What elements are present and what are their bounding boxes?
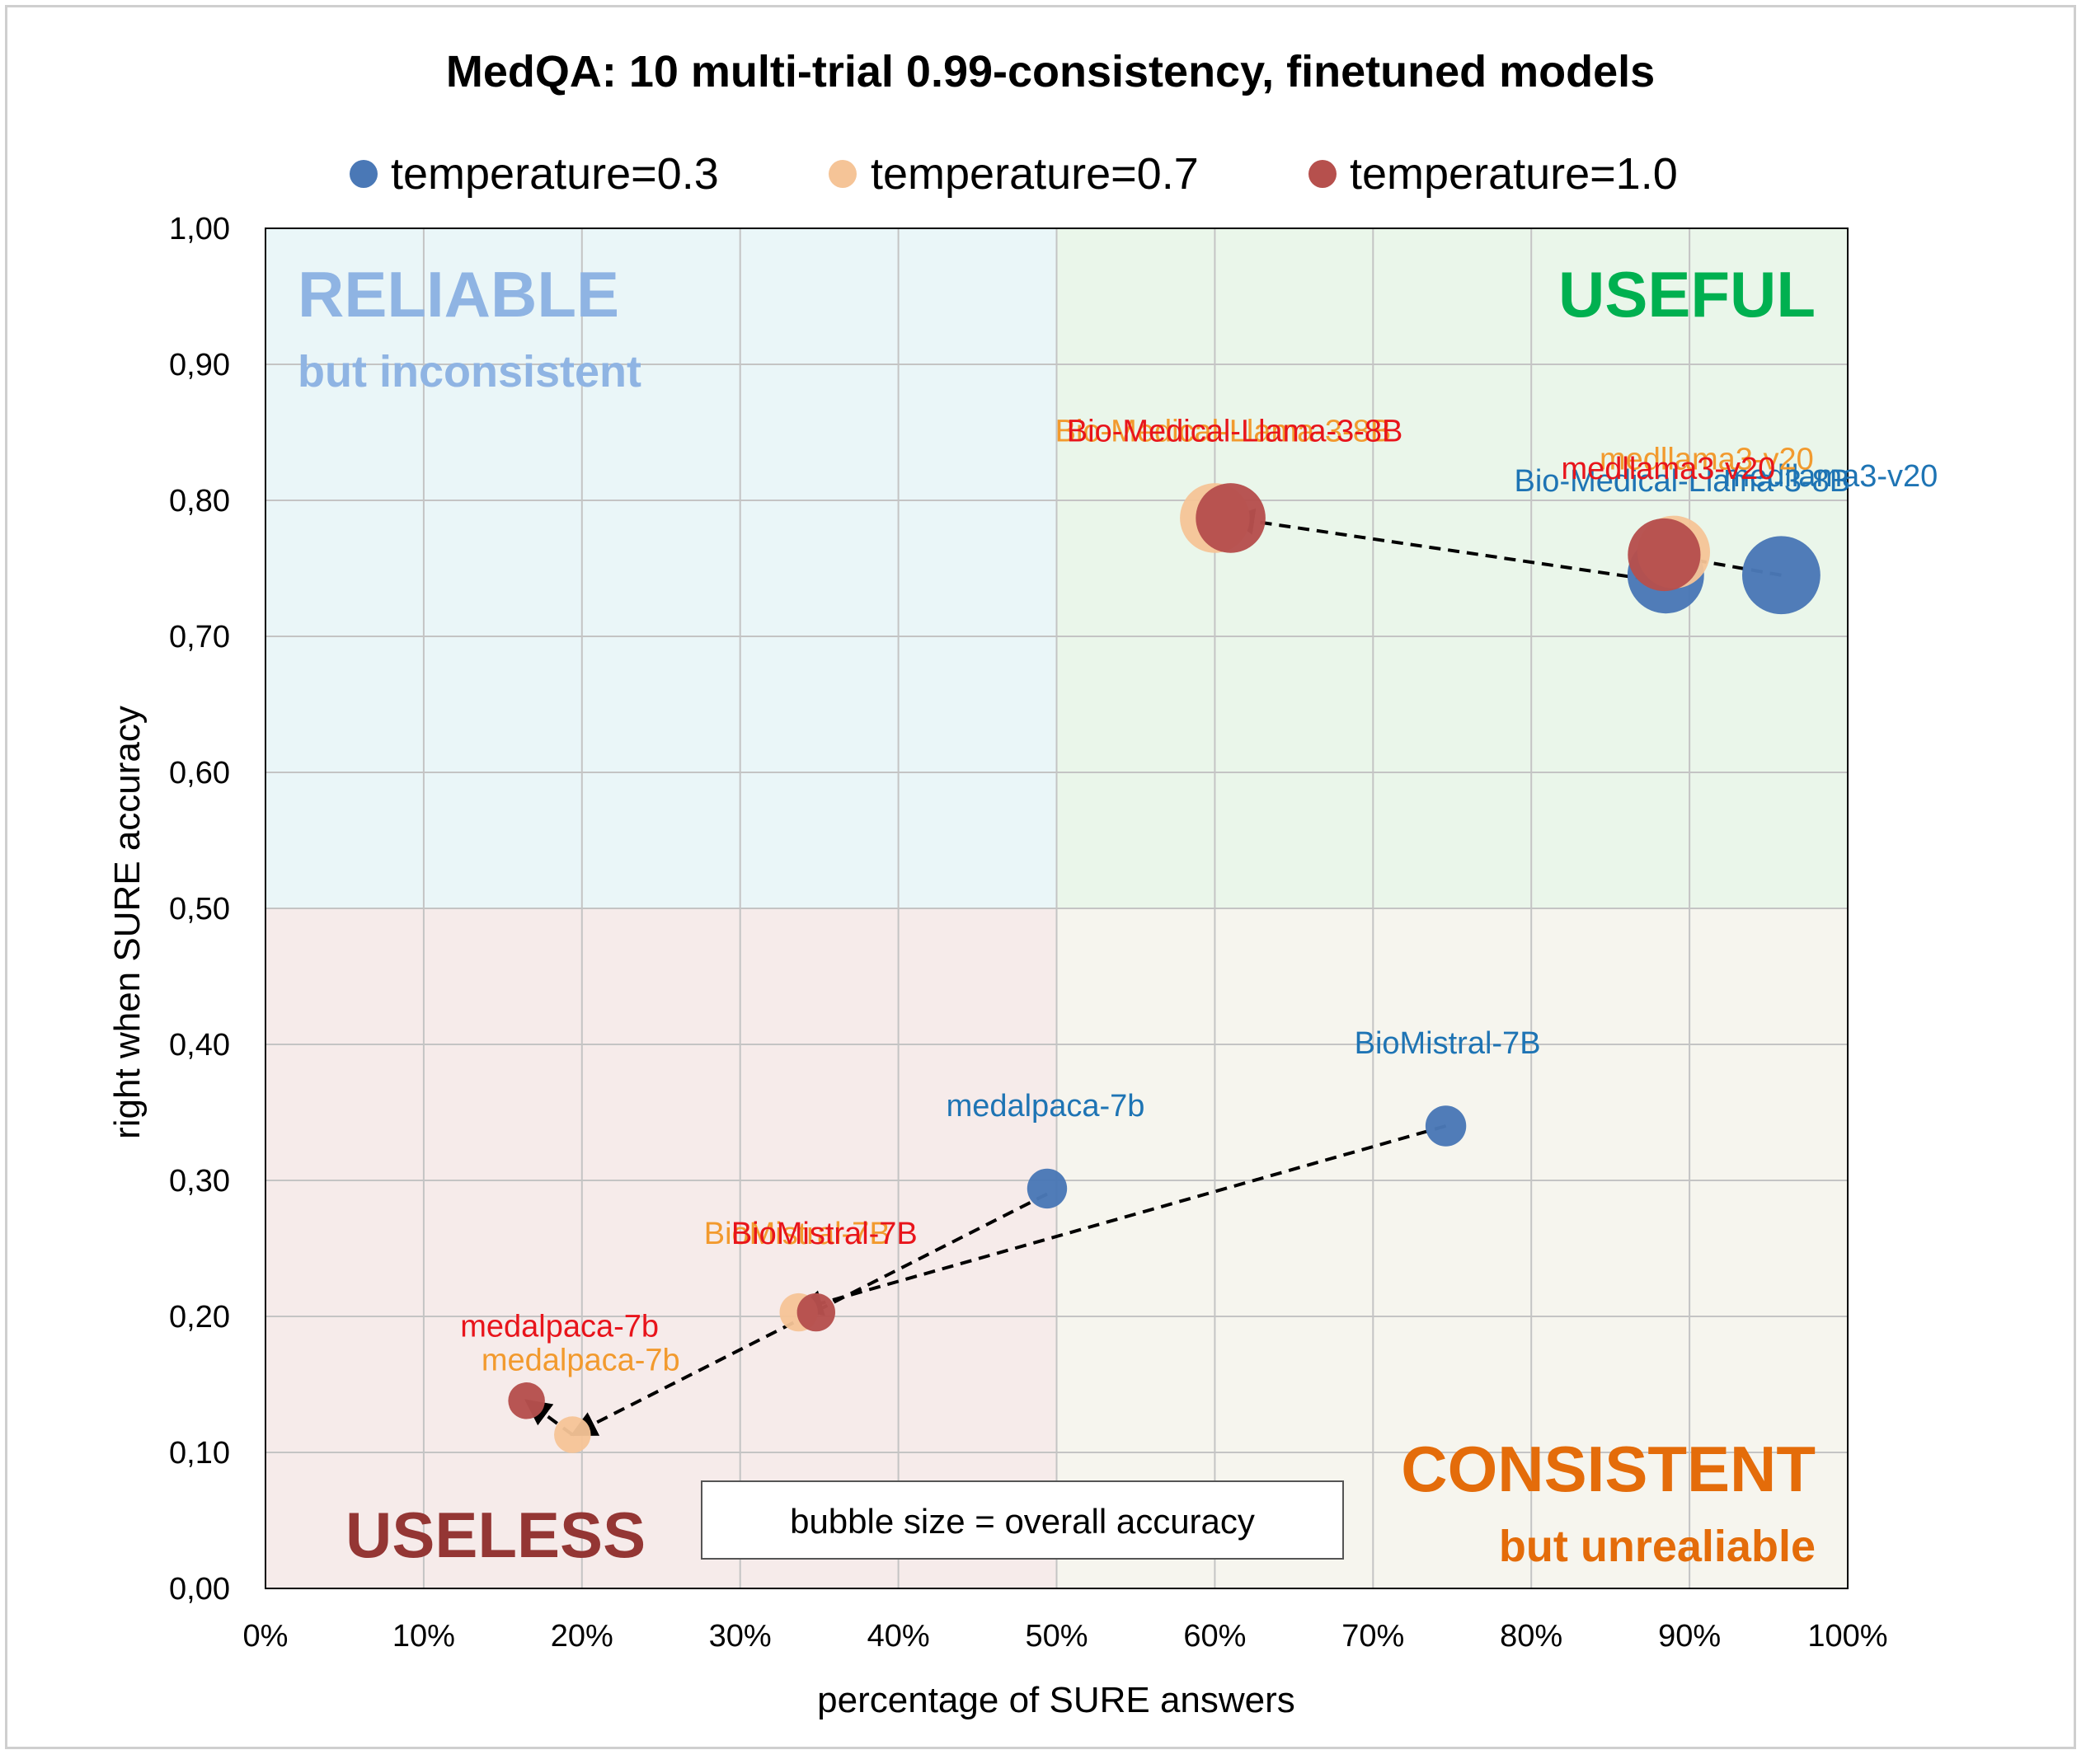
y-tick-label: 0,90 bbox=[169, 348, 230, 382]
y-tick-label: 0,20 bbox=[169, 1300, 230, 1335]
quadrant-consistent-subtitle: but unrealiable bbox=[1499, 1522, 1816, 1571]
y-tick-label: 0,50 bbox=[169, 892, 230, 927]
y-tick-labels: 0,00 0,10 0,20 0,30 0,40 0,50 0,60 0,70 0,80 0,90… bbox=[169, 212, 230, 1607]
x-axis-label: percentage of SURE answers bbox=[817, 1680, 1295, 1720]
legend-marker-t10 bbox=[1308, 160, 1337, 188]
legend-marker-t07 bbox=[829, 160, 857, 188]
quadrant-useful-title: USEFUL bbox=[1558, 258, 1816, 331]
quadrant-consistent-bg bbox=[1056, 908, 1848, 1588]
quadrant-useless-title: USELESS bbox=[345, 1499, 646, 1571]
x-tick-label: 80% bbox=[1500, 1619, 1562, 1654]
point-label: medalpaca-7b bbox=[460, 1309, 659, 1344]
point-label: Bio-Medical-Llama-3-8B bbox=[1515, 464, 1851, 499]
x-tick-label: 40% bbox=[867, 1619, 930, 1654]
legend: temperature=0.3 temperature=0.7 temperat… bbox=[350, 149, 1678, 199]
bubble-layer bbox=[508, 483, 1821, 1453]
point-label: medalpaca-7b bbox=[947, 1089, 1145, 1124]
chart-title: MedQA: 10 multi-trial 0.99-consistency, … bbox=[446, 47, 1655, 96]
x-tick-label: 50% bbox=[1025, 1619, 1088, 1654]
bubble-biomistral-7b-s2 bbox=[796, 1293, 836, 1332]
scatter-chart: RELIABLE but inconsistent USEFUL USELESS… bbox=[107, 47, 1938, 1720]
legend-label-t03: temperature=0.3 bbox=[391, 149, 719, 199]
legend-marker-t03 bbox=[350, 160, 378, 188]
x-tick-label: 60% bbox=[1183, 1619, 1246, 1654]
bubble-medllama3-v20-s2 bbox=[1628, 518, 1701, 592]
point-label: medllama3-v20 bbox=[1561, 452, 1775, 486]
x-tick-label: 30% bbox=[709, 1619, 772, 1654]
point-label: Bio-Medical-Llama-3-8B bbox=[1067, 414, 1403, 448]
trend-arrow bbox=[1228, 508, 1666, 584]
annotation-text: bubble size = overall accuracy bbox=[790, 1502, 1255, 1541]
point-label-layer: Bio-Medical-Llama-3-8Bmedllama3-v20BioMi… bbox=[460, 414, 1938, 1377]
legend-label-t07: temperature=0.7 bbox=[871, 149, 1199, 199]
point-label: medllama3-v20 bbox=[1724, 459, 1938, 494]
point-label: Bio-Medical-Llama-3-8B bbox=[1055, 414, 1392, 448]
x-tick-label: 10% bbox=[392, 1619, 455, 1654]
x-tick-label: 0% bbox=[243, 1619, 289, 1654]
point-label: BioMistral-7B bbox=[704, 1217, 890, 1251]
quadrant-useless-bg bbox=[265, 908, 1057, 1588]
bubble-medllama3-v20-s0 bbox=[1741, 536, 1821, 615]
quadrant-reliable-title: RELIABLE bbox=[298, 258, 619, 331]
y-tick-label: 0,80 bbox=[169, 484, 230, 518]
point-label: BioMistral-7B bbox=[731, 1217, 918, 1251]
chart-frame: RELIABLE but inconsistent USEFUL USELESS… bbox=[5, 5, 2076, 1749]
bubble-medalpaca-7b-s1 bbox=[554, 1416, 591, 1453]
bubble-medalpaca-7b-s0 bbox=[1027, 1168, 1068, 1209]
x-tick-label: 90% bbox=[1658, 1619, 1721, 1654]
y-tick-label: 0,60 bbox=[169, 756, 230, 791]
quadrant-useful-bg bbox=[1056, 228, 1848, 908]
trend-arrow bbox=[796, 1124, 1447, 1316]
y-tick-label: 0,10 bbox=[169, 1436, 230, 1471]
y-tick-label: 1,00 bbox=[169, 212, 230, 246]
quadrant-reliable-bg bbox=[265, 228, 1057, 908]
y-tick-label: 0,70 bbox=[169, 620, 230, 654]
bubble-biomistral-7b-s0 bbox=[1425, 1105, 1467, 1147]
x-tick-labels: 0% 10% 20% 30% 40% 50% 60% 70% 80% 90% 100% bbox=[243, 1619, 1888, 1654]
plot-area-border bbox=[265, 228, 1849, 1589]
y-tick-label: 0,00 bbox=[169, 1572, 230, 1607]
bubble-medalpaca-7b-s2 bbox=[508, 1382, 545, 1419]
y-tick-label: 0,30 bbox=[169, 1164, 230, 1199]
x-tick-label: 20% bbox=[551, 1619, 613, 1654]
x-tick-label: 100% bbox=[1807, 1619, 1887, 1654]
point-label: BioMistral-7B bbox=[1355, 1026, 1541, 1061]
point-label: medllama3-v20 bbox=[1600, 443, 1814, 477]
quadrant-consistent-title: CONSISTENT bbox=[1401, 1433, 1816, 1505]
x-tick-label: 70% bbox=[1341, 1619, 1404, 1654]
quadrant-reliable-subtitle: but inconsistent bbox=[298, 347, 641, 396]
point-label: medalpaca-7b bbox=[482, 1344, 680, 1378]
y-axis-label: right when SURE accuracy bbox=[107, 706, 148, 1139]
annotation-box bbox=[701, 1480, 1344, 1560]
legend-label-t10: temperature=1.0 bbox=[1350, 149, 1678, 199]
bubble-bio-medical-llama-3-8b-s2 bbox=[1196, 483, 1266, 553]
y-tick-label: 0,40 bbox=[169, 1028, 230, 1063]
